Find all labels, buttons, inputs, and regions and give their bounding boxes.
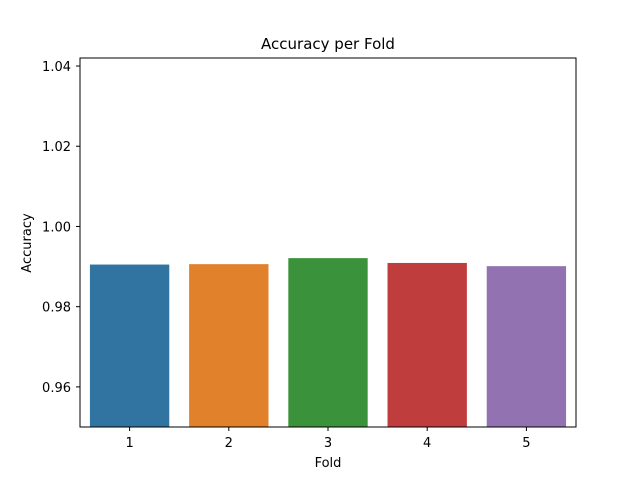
bar-fold-5 <box>486 266 567 427</box>
x-tick-label: 3 <box>324 436 332 451</box>
y-tick-label: 0.98 <box>42 301 71 316</box>
x-tick-label: 2 <box>225 436 233 451</box>
y-tick-label: 1.02 <box>42 140 71 155</box>
x-tick-label: 1 <box>125 436 133 451</box>
bar-fold-2 <box>189 264 269 427</box>
x-axis-label: Fold <box>315 456 342 471</box>
x-tick-label: 4 <box>423 436 431 451</box>
y-axis-ticks: 0.96 0.98 1.00 1.02 1.04 <box>42 60 80 396</box>
bar-fold-1 <box>89 264 170 427</box>
y-tick-label: 1.00 <box>42 220 71 235</box>
y-axis-label: Accuracy <box>20 213 35 273</box>
y-tick-label: 1.04 <box>42 60 71 75</box>
chart-title: Accuracy per Fold <box>261 35 395 53</box>
x-axis-ticks: 1 2 3 4 5 <box>125 427 531 451</box>
bars-group <box>89 258 567 427</box>
y-tick-label: 0.96 <box>42 381 71 396</box>
bar-fold-4 <box>387 262 467 427</box>
x-tick-label: 5 <box>522 436 530 451</box>
bar-fold-3 <box>288 258 368 427</box>
